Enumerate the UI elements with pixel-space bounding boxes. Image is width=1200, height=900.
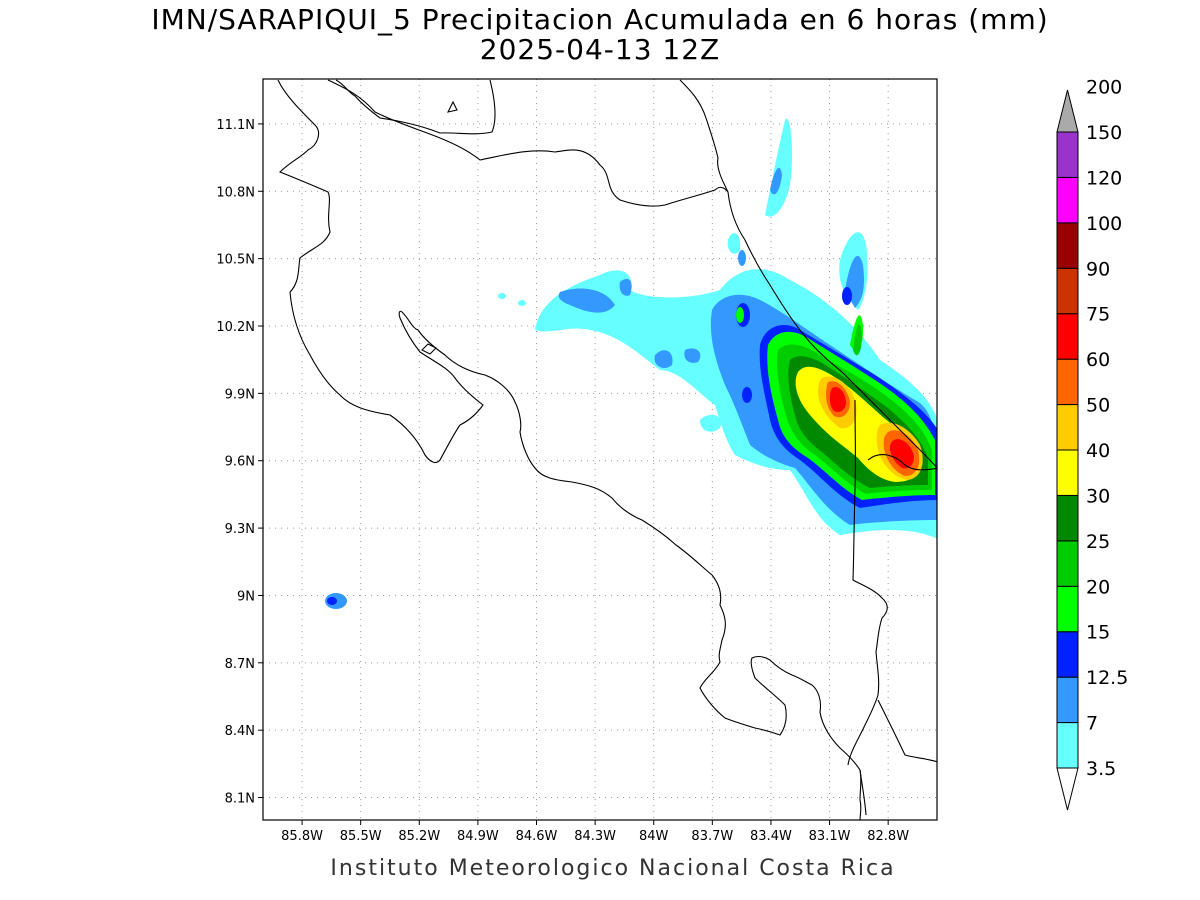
colorbar-level-label: 25 — [1086, 531, 1110, 553]
colorbar-level-label: 60 — [1086, 349, 1110, 371]
colorbar-swatch — [1056, 494, 1079, 542]
lat-tick-label: 9.9N — [225, 387, 255, 402]
colorbar-level-label: 20 — [1086, 576, 1110, 598]
nicaragua-caribbean-coast — [679, 79, 729, 193]
gulf-of-nicoya-island — [421, 343, 437, 355]
colorbar-max-arrow — [1056, 89, 1079, 133]
colorbar-level-label: 200 — [1086, 77, 1122, 99]
lat-tick-label: 8.4N — [225, 724, 255, 739]
lon-tick-label: 84.6W — [516, 829, 558, 844]
lat-tick-label: 11.1N — [216, 118, 255, 133]
ometepe-island — [446, 100, 458, 113]
lake-nicaragua-shore — [335, 79, 496, 135]
colorbar-legend: 3.5 7 12.5 15 20 25 30 40 50 60 75 90 100 120 150 200 — [1056, 77, 1128, 811]
colorbar-swatch — [1056, 540, 1079, 587]
lat-tick-label: 10.8N — [216, 185, 255, 200]
colorbar-level-label: 30 — [1086, 485, 1110, 507]
costa-rica-panama-border — [847, 399, 888, 766]
longitude-axis: 85.8W 85.5W 85.2W 84.9W 84.6W 84.3W 84W 83.7W 83… — [281, 820, 909, 844]
nicaragua-costa-rica-border — [327, 79, 729, 207]
map-subtitle-datetime: 2025-04-13 12Z — [479, 33, 721, 66]
coastlines-and-borders — [277, 79, 937, 820]
lon-tick-label: 82.8W — [867, 829, 909, 844]
colorbar-level-label: 75 — [1086, 304, 1110, 326]
precip-level-60 — [829, 387, 914, 469]
lon-tick-label: 84W — [639, 829, 669, 844]
lat-tick-label: 10.5N — [216, 253, 255, 268]
lat-tick-label: 10.2N — [216, 320, 255, 335]
colorbar-min-arrow — [1056, 767, 1079, 811]
colorbar-level-label: 100 — [1086, 213, 1122, 235]
lon-tick-label: 83.4W — [750, 829, 792, 844]
colorbar-level-label: 3.5 — [1086, 758, 1116, 780]
lon-tick-label: 85.2W — [398, 829, 440, 844]
colorbar-level-label: 150 — [1086, 122, 1122, 144]
colorbar-level-label: 90 — [1086, 258, 1110, 280]
precipitation-field — [325, 118, 937, 609]
lat-tick-label: 9.3N — [225, 522, 255, 537]
burica-peninsula — [859, 769, 867, 816]
lat-tick-label: 9N — [237, 589, 255, 604]
lon-tick-label: 84.9W — [457, 829, 499, 844]
lon-tick-label: 84.3W — [574, 829, 616, 844]
colorbar-level-label: 120 — [1086, 167, 1122, 189]
panama-caribbean-coast — [867, 454, 937, 471]
colorbar-swatch — [1056, 313, 1079, 360]
colorbar-level-label: 50 — [1086, 395, 1110, 417]
latitude-axis: 11.1N 10.8N 10.5N 10.2N 9.9N 9.6N 9.3N 9N 8.7N 8.… — [216, 118, 263, 807]
colorbar-level-label: 15 — [1086, 622, 1110, 644]
lon-tick-label: 83.1W — [809, 829, 851, 844]
costa-rica-pacific-coast — [289, 291, 862, 820]
colorbar-swatch — [1056, 449, 1079, 496]
colorbar-swatch — [1056, 222, 1079, 269]
lon-tick-label: 85.8W — [281, 829, 323, 844]
lon-tick-label: 85.5W — [340, 829, 382, 844]
lat-tick-label: 8.1N — [225, 792, 255, 807]
map-title: IMN/SARAPIQUI_5 Precipitacion Acumulada … — [151, 3, 1049, 36]
panama-pacific-coast — [877, 699, 937, 763]
colorbar-swatch — [1056, 358, 1079, 406]
costa-rica-caribbean-coast — [727, 191, 937, 470]
colorbar-swatch — [1056, 131, 1079, 178]
lat-tick-label: 8.7N — [225, 657, 255, 672]
colorbar-swatch — [1056, 404, 1079, 451]
map-frame — [262, 78, 938, 821]
colorbar-swatch — [1056, 176, 1079, 224]
footer-credit: Instituto Meteorologico Nacional Costa R… — [330, 856, 896, 881]
colorbar-swatch — [1056, 676, 1079, 724]
colorbar-level-label: 12.5 — [1086, 667, 1128, 689]
lon-tick-label: 83.7W — [691, 829, 733, 844]
colorbar-level-label: 7 — [1086, 713, 1098, 735]
colorbar-swatch — [1056, 267, 1079, 315]
colorbar-swatch — [1056, 722, 1079, 769]
map-gridlines — [263, 79, 937, 820]
colorbar-swatch — [1056, 631, 1079, 678]
colorbar-level-label: 40 — [1086, 440, 1110, 462]
nicaragua-pacific-coast — [277, 79, 331, 293]
lat-tick-label: 9.6N — [225, 455, 255, 470]
colorbar-swatch — [1056, 585, 1079, 633]
